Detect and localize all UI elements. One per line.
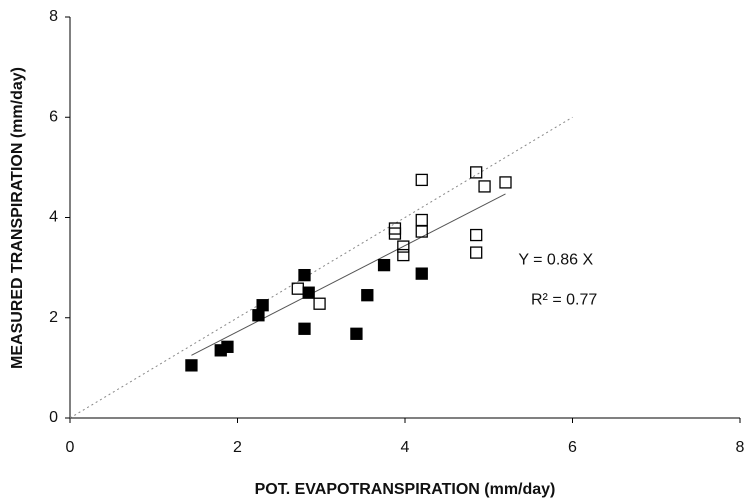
x-tick-label: 4 xyxy=(401,439,410,456)
fit-line xyxy=(69,116,573,419)
x-tick-label: 8 xyxy=(736,439,745,456)
point xyxy=(221,340,234,353)
point xyxy=(470,228,483,242)
y-tick-label: 4 xyxy=(49,209,58,226)
x-tick-label: 6 xyxy=(568,439,577,456)
y-axis-title: MEASURED TRANSPIRATION (mm/day) xyxy=(9,67,26,369)
point xyxy=(388,227,402,240)
point xyxy=(256,299,269,312)
annotation: R² = 0.77 xyxy=(531,291,597,308)
y-tick-label: 8 xyxy=(49,8,58,25)
y-tick-label: 0 xyxy=(49,409,58,426)
point xyxy=(415,267,428,280)
point xyxy=(415,225,428,238)
point xyxy=(185,359,198,372)
point xyxy=(470,166,483,179)
point xyxy=(470,246,483,259)
point xyxy=(302,286,315,299)
point xyxy=(377,258,391,272)
x-axis-title: POT. EVAPOTRANSPIRATION (mm/day) xyxy=(255,481,556,498)
x-tick-label: 0 xyxy=(66,439,75,456)
y-tick-label: 2 xyxy=(49,309,58,326)
point xyxy=(499,176,512,189)
x-tick-label: 2 xyxy=(233,439,242,456)
point xyxy=(415,173,428,187)
point xyxy=(350,327,363,340)
point xyxy=(252,309,265,322)
fit-line xyxy=(191,193,506,356)
point xyxy=(298,322,311,335)
point xyxy=(397,240,410,253)
point xyxy=(291,282,304,295)
point xyxy=(313,297,326,310)
point xyxy=(415,213,428,227)
annotation: Y = 0.86 X xyxy=(518,251,593,268)
point xyxy=(397,248,410,262)
point xyxy=(361,289,374,302)
point xyxy=(478,180,491,193)
point xyxy=(298,268,311,282)
y-tick-label: 6 xyxy=(49,108,58,125)
